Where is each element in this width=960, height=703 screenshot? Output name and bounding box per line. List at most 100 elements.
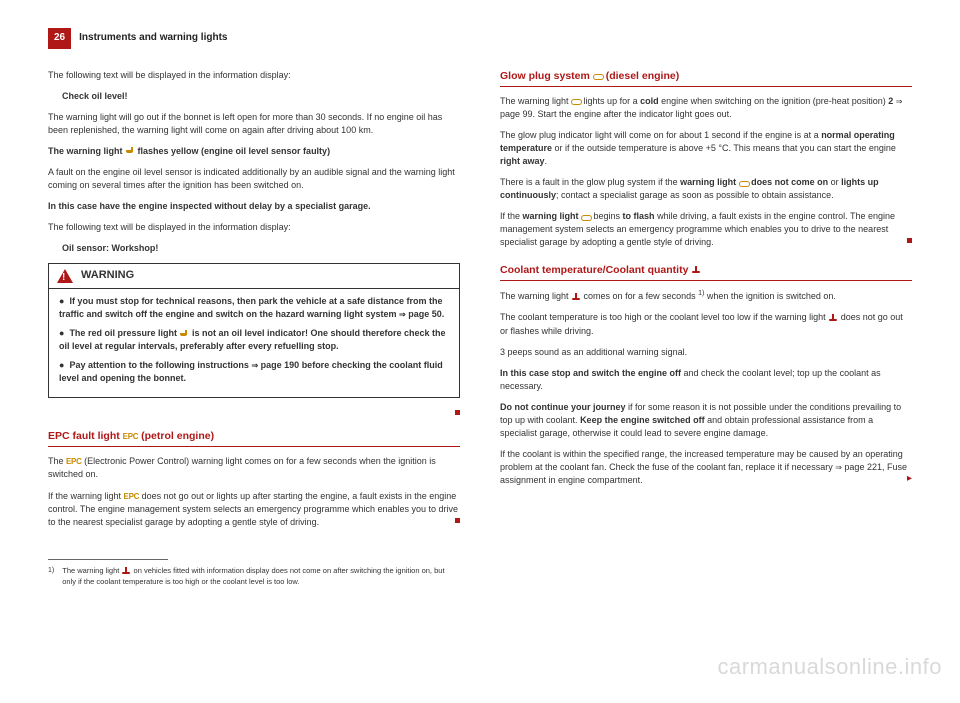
footnote-number: 1) — [48, 566, 54, 588]
ref-arrow-icon — [399, 309, 406, 319]
watermark: carmanualsonline.info — [717, 651, 942, 683]
page-header: 26 Instruments and warning lights — [48, 28, 912, 49]
text: The — [48, 456, 66, 466]
section-end-marker — [455, 410, 460, 415]
coolant-icon — [571, 293, 581, 301]
heading-text: Glow plug system — [500, 70, 593, 82]
text: or — [828, 177, 841, 187]
left-column: The following text will be displayed in … — [48, 69, 460, 588]
heading-text: Coolant temperature/Coolant quantity — [500, 264, 691, 276]
footnote-rule — [48, 559, 168, 560]
page-number: 26 — [48, 28, 71, 49]
text: 3 peeps sound as an additional warning s… — [500, 346, 912, 359]
display-message: Oil sensor: Workshop! — [48, 242, 460, 255]
text: . — [545, 156, 548, 166]
coolant-icon — [691, 266, 701, 274]
text: If the warning light EPC does not go out… — [48, 490, 460, 529]
text: Do not continue your journey if for some… — [500, 401, 912, 440]
text: There is a fault in the glow plug system… — [500, 176, 912, 202]
text: In this case stop and switch the engine … — [500, 367, 912, 393]
page-title: Instruments and warning lights — [79, 31, 227, 46]
footnote: 1) The warning light on vehicles fitted … — [48, 566, 460, 588]
page-ref: page 50. — [408, 309, 444, 319]
content-columns: The following text will be displayed in … — [48, 69, 912, 588]
text: (Electronic Power Control) warning light… — [48, 456, 436, 479]
warning-box: WARNING ● If you must stop for technical… — [48, 263, 460, 398]
text: cold — [640, 96, 659, 106]
ref-arrow-icon — [896, 96, 903, 106]
glow-plug-icon — [739, 179, 749, 187]
warning-title: WARNING — [81, 268, 134, 284]
ref-arrow-icon — [251, 360, 258, 370]
right-column: Glow plug system (diesel engine) The war… — [500, 69, 912, 588]
text: The warning light — [500, 291, 571, 301]
coolant-icon — [828, 314, 838, 322]
manual-page: 26 Instruments and warning lights The fo… — [0, 0, 960, 607]
text: If the coolant is within the specified r… — [500, 448, 912, 487]
text: If the — [500, 211, 523, 221]
text: The following text will be displayed in … — [48, 221, 460, 234]
text: The warning light flashes yellow (engine… — [48, 145, 460, 158]
text: There is a fault in the glow plug system… — [500, 177, 680, 187]
text: 2 — [888, 96, 893, 106]
epc-icon: EPC — [66, 457, 82, 466]
glow-plug-icon — [593, 72, 603, 80]
warning-header: WARNING — [49, 264, 459, 289]
warning-triangle-icon — [57, 269, 73, 283]
text: If the warning light — [48, 491, 124, 501]
text: In this case stop and switch the engine … — [500, 368, 681, 378]
text: Pay attention to the following instructi… — [69, 360, 251, 370]
page-ref: page 190 — [261, 360, 300, 370]
epc-icon: EPC — [124, 492, 140, 501]
text: engine when switching on the ignition (p… — [659, 96, 889, 106]
text: If you must stop for technical reasons, … — [59, 296, 443, 319]
text: ; contact a specialist garage as soon as… — [556, 190, 834, 200]
heading-text: (petrol engine) — [138, 430, 214, 442]
display-message: Check oil level! — [48, 90, 460, 103]
text: In this case have the engine inspected w… — [48, 200, 460, 213]
oil-icon — [179, 330, 189, 338]
text: The warning light comes on for a few sec… — [500, 289, 912, 303]
text: warning light — [523, 211, 582, 221]
text: The warning light will go out if the bon… — [48, 111, 460, 137]
heading-text: EPC fault light — [48, 430, 123, 442]
section-heading-coolant: Coolant temperature/Coolant quantity — [500, 263, 912, 281]
section-end-marker — [455, 518, 460, 523]
warning-body: ● If you must stop for technical reasons… — [49, 289, 459, 397]
text: to flash — [623, 211, 655, 221]
text: warning light — [680, 177, 739, 187]
glow-plug-icon — [581, 213, 591, 221]
text: comes on for a few seconds — [581, 291, 698, 301]
text: The warning light — [500, 96, 571, 106]
text: The warning light — [48, 146, 125, 156]
text: lights up for a — [581, 96, 640, 106]
text: Keep the engine switched off — [580, 415, 705, 425]
heading-text: (diesel engine) — [603, 70, 679, 82]
warning-bullet: ● Pay attention to the following instruc… — [59, 359, 449, 385]
oil-icon — [125, 147, 135, 155]
text: The red oil pressure light — [69, 328, 179, 338]
warning-bullet: ● The red oil pressure light is not an o… — [59, 327, 449, 353]
text: If the warning light begins to flash whi… — [500, 210, 912, 249]
text: If the coolant is within the specified r… — [500, 449, 903, 472]
text: begins — [591, 211, 623, 221]
text: A fault on the engine oil level sensor i… — [48, 166, 460, 192]
warning-bullet: ● If you must stop for technical reasons… — [59, 295, 449, 321]
text: flashes yellow (engine oil level sensor … — [135, 146, 330, 156]
section-heading-epc: EPC fault light EPC (petrol engine) — [48, 429, 460, 447]
text: does not come on — [749, 177, 829, 187]
text: The EPC (Electronic Power Control) warni… — [48, 455, 460, 481]
text: . Start the engine after the indicator l… — [533, 109, 732, 119]
text: right away — [500, 156, 545, 166]
epc-icon: EPC — [123, 432, 139, 441]
text: The warning light lights up for a cold e… — [500, 95, 912, 121]
section-heading-glow: Glow plug system (diesel engine) — [500, 69, 912, 87]
continue-arrow-icon — [907, 476, 912, 481]
text: The coolant temperature is too high or t… — [500, 311, 912, 337]
ref-arrow-icon — [835, 462, 842, 472]
page-ref: page 99 — [500, 109, 533, 119]
section-end-marker — [907, 238, 912, 243]
text: The glow plug indicator light will come … — [500, 130, 821, 140]
footnote-text: The warning light on vehicles fitted wit… — [62, 566, 460, 588]
text: or if the outside temperature is above +… — [552, 143, 896, 153]
